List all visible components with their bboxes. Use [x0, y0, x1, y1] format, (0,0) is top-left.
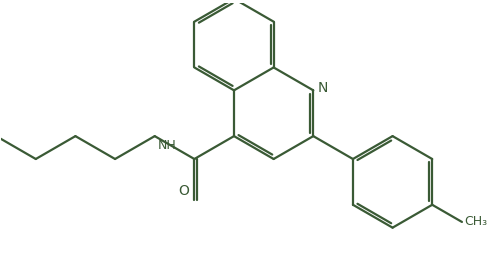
Text: O: O: [178, 184, 189, 198]
Text: CH₃: CH₃: [464, 215, 488, 229]
Text: N: N: [317, 81, 327, 95]
Text: NH: NH: [157, 139, 176, 152]
